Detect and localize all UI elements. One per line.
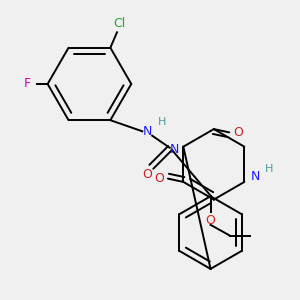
Text: N: N	[251, 170, 260, 183]
Text: N: N	[143, 125, 152, 138]
Text: Cl: Cl	[113, 17, 125, 30]
Text: H: H	[158, 118, 166, 128]
Text: H: H	[264, 164, 273, 174]
Text: F: F	[24, 77, 32, 91]
Text: O: O	[206, 214, 215, 227]
Text: O: O	[154, 172, 164, 185]
Text: N: N	[170, 143, 179, 157]
Text: O: O	[233, 126, 243, 139]
Text: O: O	[142, 168, 152, 181]
